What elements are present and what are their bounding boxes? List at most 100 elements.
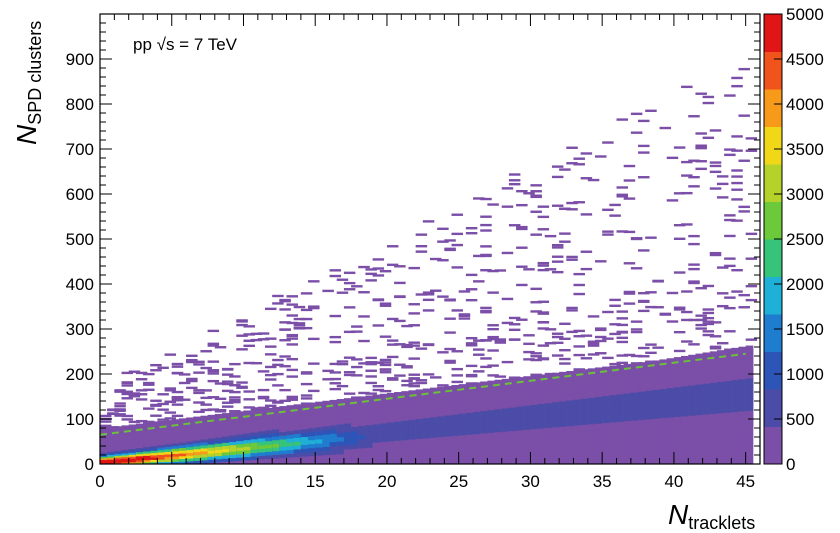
heatmap-cell <box>695 353 704 362</box>
heatmap-cell <box>731 219 743 222</box>
heatmap-cell <box>178 458 187 462</box>
colorbar-segment <box>764 426 782 465</box>
heatmap-cell <box>379 302 392 305</box>
heatmap-cell <box>559 419 567 427</box>
heatmap-cell <box>128 460 137 463</box>
heatmap-cell <box>566 393 574 401</box>
heatmap-cell <box>365 429 374 435</box>
heatmap-cell <box>308 439 316 445</box>
heatmap-cell <box>178 436 187 440</box>
heatmap-cell <box>587 377 596 385</box>
heatmap-cell <box>408 414 417 420</box>
heatmap-cell <box>171 399 184 402</box>
heatmap-cell <box>465 344 478 347</box>
heatmap-cell <box>530 287 542 291</box>
heatmap-cell <box>236 334 248 337</box>
heatmap-cell <box>623 230 636 234</box>
heatmap-cell <box>487 415 496 422</box>
heatmap-cell <box>595 335 607 339</box>
heatmap-cell <box>358 362 370 365</box>
heatmap-cell <box>702 316 715 320</box>
heatmap-cell <box>523 399 531 406</box>
heatmap-cell <box>178 453 187 457</box>
heatmap-cell <box>537 379 550 382</box>
heatmap-cell <box>171 450 180 454</box>
heatmap-cell <box>702 414 711 423</box>
heatmap-cell <box>336 278 349 281</box>
heatmap-cell <box>702 320 715 323</box>
heatmap-cell <box>229 438 237 442</box>
heatmap-cell <box>386 317 399 321</box>
heatmap-cell <box>623 392 632 401</box>
heatmap-cell <box>623 353 636 357</box>
heatmap-cell <box>645 305 657 309</box>
heatmap-cell <box>745 298 758 302</box>
heatmap-cell <box>501 297 514 301</box>
heatmap-cell <box>121 397 133 400</box>
heatmap-cell <box>236 440 244 445</box>
heatmap-cell <box>573 368 585 371</box>
heatmap-cell <box>587 340 600 343</box>
heatmap-cell <box>401 366 413 369</box>
heatmap-cell <box>487 203 499 206</box>
heatmap-cell <box>286 303 298 306</box>
heatmap-cell <box>430 427 438 433</box>
heatmap-cell <box>128 450 137 453</box>
heatmap-cell <box>279 424 288 429</box>
heatmap-cell <box>300 394 313 397</box>
heatmap-cell <box>207 431 216 436</box>
heatmap-cell <box>480 393 488 400</box>
heatmap-cell <box>458 413 467 420</box>
heatmap-cell <box>250 456 259 460</box>
heatmap-cell <box>458 290 471 293</box>
heatmap-cell <box>300 452 309 457</box>
heatmap-cell <box>358 412 366 418</box>
heatmap-cell <box>150 399 162 402</box>
heatmap-cell <box>480 433 488 440</box>
heatmap-cell <box>724 306 736 310</box>
heatmap-cell <box>437 405 445 412</box>
heatmap-cell <box>630 392 639 400</box>
heatmap-cell <box>523 393 531 400</box>
heatmap-cell <box>716 420 725 429</box>
heatmap-cell <box>257 332 270 335</box>
heatmap-cell <box>143 372 155 376</box>
heatmap-cell <box>286 321 298 325</box>
heatmap-cell <box>731 355 739 365</box>
heatmap-cell <box>695 132 707 135</box>
heatmap-cell <box>415 390 428 394</box>
heatmap-cell <box>731 363 739 373</box>
heatmap-cell <box>473 370 485 373</box>
heatmap-cell <box>616 340 628 344</box>
heatmap-cell <box>480 416 488 423</box>
heatmap-cell <box>401 396 413 399</box>
heatmap-cell <box>508 401 517 408</box>
heatmap-cell <box>666 395 675 403</box>
heatmap-cell <box>451 266 463 269</box>
heatmap-cell <box>300 424 309 430</box>
heatmap-cell <box>587 373 600 376</box>
heatmap-cell <box>580 152 593 155</box>
heatmap-cell <box>322 438 331 443</box>
heatmap-cell <box>659 403 668 411</box>
heatmap-cell <box>573 431 582 439</box>
heatmap-cell <box>308 280 320 283</box>
heatmap-cell <box>171 456 180 460</box>
heatmap-cell <box>745 377 754 387</box>
heatmap-cell <box>573 392 582 400</box>
heatmap-cell <box>257 411 270 414</box>
heatmap-cell <box>609 421 618 430</box>
heatmap-cell <box>702 421 711 430</box>
heatmap-cell <box>516 265 528 268</box>
heatmap-cell <box>501 407 510 415</box>
heatmap-cell <box>508 179 521 182</box>
heatmap-cell <box>372 361 385 364</box>
heatmap-cell <box>551 243 564 247</box>
heatmap-cell <box>480 311 492 314</box>
heatmap-cell <box>186 443 194 448</box>
heatmap-cell <box>415 438 424 445</box>
heatmap-cell <box>645 360 657 363</box>
heatmap-cell <box>709 253 722 257</box>
heatmap-cell <box>430 437 438 443</box>
heatmap-cell <box>494 420 503 427</box>
